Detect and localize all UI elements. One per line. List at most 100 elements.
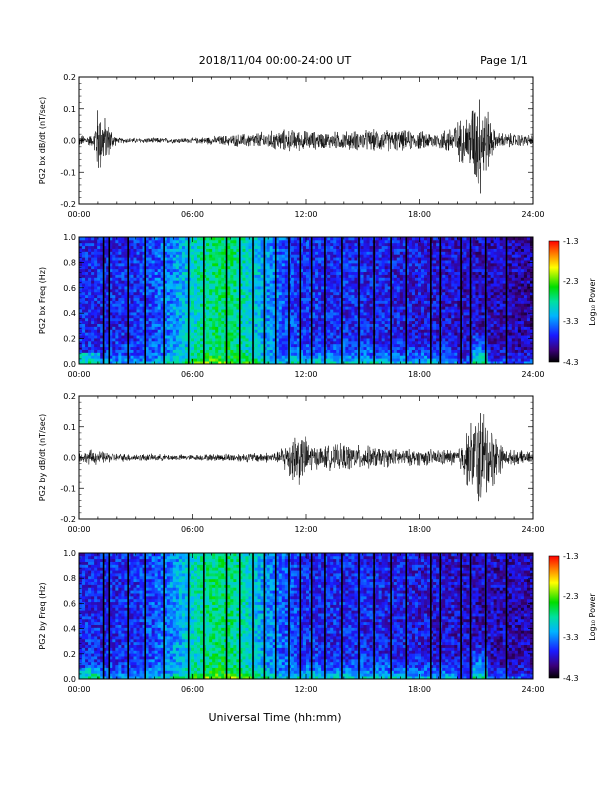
spectrogram-cell	[378, 297, 383, 301]
spectrogram-cell	[175, 352, 180, 356]
spectrogram-cell	[242, 332, 246, 336]
spectrogram-cell	[387, 329, 392, 333]
spectrogram-cell	[384, 326, 389, 330]
spectrogram-cell	[275, 323, 280, 327]
spectrogram-cell	[79, 294, 83, 299]
spectrogram-cell	[236, 329, 240, 333]
spectrogram-cell	[278, 326, 283, 330]
spectrogram-cell	[166, 352, 171, 356]
spectrogram-cell	[82, 245, 86, 249]
spectrogram-cell	[263, 355, 268, 359]
spectrogram-cell	[315, 306, 319, 310]
spectrogram-cell	[124, 245, 128, 249]
spectrogram-cell	[91, 268, 95, 273]
spectrogram-cell	[324, 271, 328, 275]
spectrogram-cell	[103, 346, 107, 350]
spectrogram-cell	[330, 277, 334, 281]
spectrogram-cell	[399, 294, 404, 299]
spectrogram-cell	[203, 346, 207, 350]
spectrogram-cell	[366, 343, 370, 348]
spectrogram-cell	[272, 248, 277, 252]
spectrogram-cell	[124, 274, 128, 278]
spectrogram-cell	[151, 361, 156, 365]
spectrogram-cell	[139, 346, 143, 350]
spectrogram-cell	[327, 361, 331, 365]
spectrogram-cell	[327, 245, 331, 249]
spectrogram-cell	[118, 314, 122, 319]
spectrogram-cell	[363, 271, 367, 275]
spectrogram-cell	[112, 237, 116, 241]
spectrogram-cell	[197, 306, 201, 310]
spectrogram-cell	[154, 268, 159, 273]
spectrogram-cell	[324, 239, 328, 244]
spectrogram-cell	[118, 245, 122, 249]
spectrogram-cell	[100, 303, 104, 307]
spectrogram-cell	[414, 288, 419, 293]
x-tick-label: 12:00	[294, 210, 317, 219]
spectrogram-cell	[384, 335, 389, 339]
spectrogram-cell	[145, 326, 150, 330]
spectrogram-cell	[206, 343, 210, 348]
spectrogram-cell	[203, 242, 207, 247]
spectrogram-cell	[239, 254, 243, 258]
spectrogram-cell	[306, 355, 310, 359]
spectrogram-cell	[366, 294, 370, 299]
spectrogram-cell	[302, 306, 307, 310]
spectrogram-cell	[118, 340, 122, 345]
spectrogram-cell	[327, 320, 331, 324]
spectrogram-cell	[236, 358, 240, 362]
spectrogram-cell	[306, 251, 310, 255]
spectrogram-cell	[302, 314, 307, 319]
spectrogram-cell	[302, 280, 307, 284]
spectrogram-cell	[91, 288, 95, 293]
spectrogram-cell	[378, 260, 383, 264]
spectrogram-cell	[88, 280, 92, 284]
spectrogram-cell	[200, 288, 204, 293]
spectrogram-cell	[254, 306, 258, 310]
spectrogram-cell	[342, 312, 346, 316]
spectrogram-cell	[254, 355, 258, 359]
spectrogram-cell	[239, 340, 243, 345]
spectrogram-cell	[390, 297, 395, 301]
spectrogram-cell	[151, 314, 156, 319]
spectrogram-cell	[390, 260, 395, 264]
spectrogram-cell	[124, 343, 128, 348]
spectrogram-cell	[393, 309, 398, 313]
spectrogram-cell	[375, 352, 380, 356]
spectrogram-cell	[94, 309, 98, 313]
spectrogram-cell	[266, 300, 271, 304]
spectrogram-cell	[127, 314, 131, 319]
spectrogram-cell	[151, 340, 156, 345]
spectrogram-cell	[124, 242, 128, 247]
spectrogram-cell	[200, 271, 204, 275]
spectrogram-cell	[103, 262, 107, 267]
spectrogram-cell	[269, 309, 274, 313]
spectrogram-cell	[421, 349, 425, 353]
spectrogram-cell	[248, 257, 252, 261]
spectrogram-cell	[94, 260, 98, 264]
spectrogram-cell	[245, 346, 249, 350]
spectrogram-cell	[209, 340, 213, 345]
spectrogram-cell	[127, 338, 131, 342]
spectrogram-cell	[91, 286, 95, 290]
spectrogram-cell	[330, 329, 334, 333]
spectrogram-cell	[354, 283, 358, 287]
spectrogram-cell	[209, 291, 213, 296]
spectrogram-cell	[133, 300, 137, 304]
spectrogram-cell	[354, 332, 358, 336]
spectrogram-cell	[145, 349, 150, 353]
spectrogram-cell	[212, 335, 216, 339]
spectrogram-cell	[302, 332, 307, 336]
spectrogram-cell	[272, 306, 277, 310]
spectrogram-cell	[354, 291, 358, 296]
spectrogram-cell	[133, 306, 137, 310]
spectrogram-cell	[190, 286, 195, 290]
spectrogram-cell	[160, 346, 165, 350]
spectrogram-cell	[215, 265, 219, 270]
spectrogram-cell	[309, 286, 313, 290]
spectrogram-cell	[85, 343, 89, 348]
spectrogram-cell	[336, 265, 340, 270]
spectrogram-cell	[281, 271, 286, 275]
spectrogram-cell	[272, 280, 277, 284]
spectrogram-cell	[408, 283, 413, 287]
